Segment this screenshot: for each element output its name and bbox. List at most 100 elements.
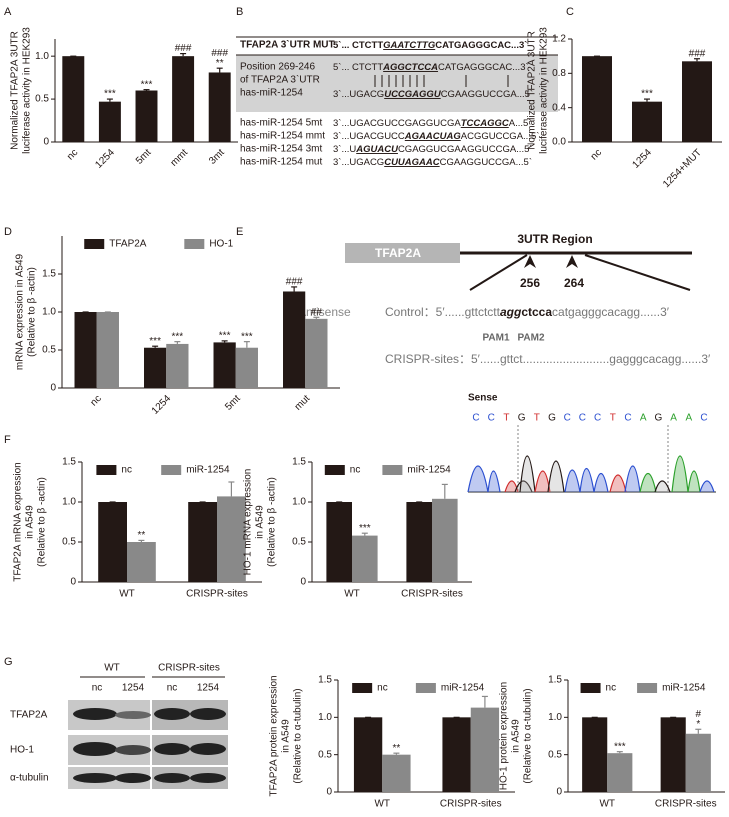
legend-label: nc <box>121 465 132 476</box>
y-tick-label: 1.0 <box>35 51 49 62</box>
significance: ** <box>393 743 401 754</box>
legend-swatch <box>637 683 658 693</box>
y-tick-label: 1.5 <box>42 269 56 280</box>
significance: ** <box>216 58 224 69</box>
lane-label: nc <box>92 683 103 694</box>
seq-site: UCCGAGGU <box>384 89 442 100</box>
legend-swatch <box>580 683 601 693</box>
x-tick-label: WT <box>119 589 135 600</box>
significance: ## <box>311 307 323 318</box>
base: G <box>518 413 526 424</box>
bar <box>188 502 217 582</box>
bar <box>235 347 258 388</box>
legend-swatch <box>184 239 205 249</box>
base: C <box>564 413 571 424</box>
protein-label: α-tubulin <box>10 773 49 784</box>
x-tick-label: mut <box>293 393 313 413</box>
significance: *** <box>614 741 626 752</box>
seq-part: catgagggcacagg......3′ <box>552 305 670 319</box>
seq-mutation: GAATCTTG <box>383 40 436 51</box>
zoom-line <box>469 254 528 291</box>
position-label: has-miR-1254 <box>240 88 303 99</box>
seq-part: CATGAGGGCAC...3` <box>438 62 529 73</box>
x-tick-label: nc <box>65 147 80 162</box>
site-arrow <box>566 255 578 268</box>
bar <box>352 535 378 582</box>
y-tick-label: 0.0 <box>552 137 566 148</box>
mutant-name: has-miR-1254 5mt <box>240 118 322 129</box>
bar <box>74 312 97 388</box>
base: A <box>670 413 677 424</box>
zoom-line <box>584 254 691 291</box>
x-tick-label: 1254 <box>93 147 117 171</box>
y-axis-label: in A549 <box>25 505 36 539</box>
seq-part: 3`...UGACGUCC <box>333 131 405 142</box>
seq-part: 5`... CTCTT <box>333 62 383 73</box>
base: G <box>548 413 556 424</box>
base-pairing <box>374 75 509 87</box>
significance: ** <box>138 530 146 541</box>
sequence: 3`...UGACGUCCAGAACUAGACGGUCCGA...5` <box>333 131 539 142</box>
bar <box>382 754 411 792</box>
lane-label: nc <box>167 683 178 694</box>
y-tick-label: 1.2 <box>552 34 566 45</box>
y-tick-label: 0.4 <box>552 102 566 113</box>
bar <box>213 342 236 388</box>
legend-swatch <box>382 465 403 475</box>
base: A <box>685 413 692 424</box>
sequence: 3`...UGACGUCCGAGGUCGAAGGUCCGA...5` <box>333 89 533 100</box>
significance: *** <box>149 336 161 347</box>
protein-label: HO-1 <box>10 745 34 756</box>
y-tick-label: 0 <box>556 787 562 798</box>
mutant-list: has-miR-1254 5mt 3`...UGACGUCCGAGGUCGATCC… <box>240 118 539 168</box>
x-tick-label: CRISPR-sites <box>401 589 463 600</box>
position-label: of TFAP2A 3`UTR <box>240 74 320 86</box>
y-tick-label: 0 <box>43 137 49 148</box>
significance: * <box>696 719 700 730</box>
bar <box>172 56 195 142</box>
bar <box>682 61 712 142</box>
significance: ### <box>211 48 228 59</box>
sequence: 3`...UGACGCUUAGAACCGAAGGUCCGA...5` <box>333 157 532 168</box>
seq-part: CGAGGUCGAAGGUCCGA...5` <box>398 144 533 155</box>
bar <box>135 90 158 142</box>
x-tick-label: WT <box>344 589 360 600</box>
sequence: 5`... CTCTTAGGCTCCACATGAGGGCAC...3` <box>333 62 529 73</box>
y-axis-label: Normalized TFAP2A 3UTR <box>10 31 21 150</box>
y-tick-label: 1.5 <box>318 675 332 686</box>
y-axis-label: luciferase activity in HEK293 <box>539 27 550 154</box>
y-axis-label: HO-1 protein expression <box>499 682 510 790</box>
bar <box>582 717 608 792</box>
y-tick-label: 0.5 <box>548 749 562 760</box>
y-axis-label: luciferase activity in HEK293 <box>22 27 33 154</box>
y-tick-label: 0.5 <box>42 345 56 356</box>
significance: # <box>696 709 702 720</box>
seq-mutation: TCCAGGC <box>461 118 509 129</box>
bar <box>96 312 119 388</box>
sense-label: Sense <box>468 393 498 404</box>
sequence: 3`...UAGUACUCGAGGUCGAAGGUCCGA...5` <box>333 144 533 155</box>
x-tick-label: 1254+MUT <box>661 147 704 190</box>
base: C <box>488 413 495 424</box>
y-axis-label: (Relative to β -actin) <box>37 477 48 567</box>
base: C <box>624 413 631 424</box>
y-axis-label: (Relative to β -actin) <box>267 477 278 567</box>
sequence-name: TFAP2A 3`UTR MUT <box>240 40 335 51</box>
y-axis-label: in A549 <box>511 719 522 753</box>
base: A <box>640 413 647 424</box>
y-tick-label: 1.0 <box>62 497 76 508</box>
y-tick-label: 0.5 <box>318 749 332 760</box>
significance: ### <box>286 277 303 288</box>
y-tick-label: 1.5 <box>292 457 306 468</box>
y-tick-label: 0 <box>300 577 306 588</box>
seq-site: AGGCTCCA <box>382 62 438 73</box>
legend-label: TFAP2A <box>109 239 147 250</box>
highlight-box <box>236 55 558 112</box>
y-tick-label: 1.5 <box>548 675 562 686</box>
group-label: CRISPR-sites <box>158 663 220 674</box>
mutant-name: has-miR-1254 3mt <box>240 144 322 155</box>
position: 256 <box>520 276 540 290</box>
x-tick-label: WT <box>599 799 615 810</box>
y-tick-label: 1.0 <box>292 497 306 508</box>
base: T <box>503 413 509 424</box>
